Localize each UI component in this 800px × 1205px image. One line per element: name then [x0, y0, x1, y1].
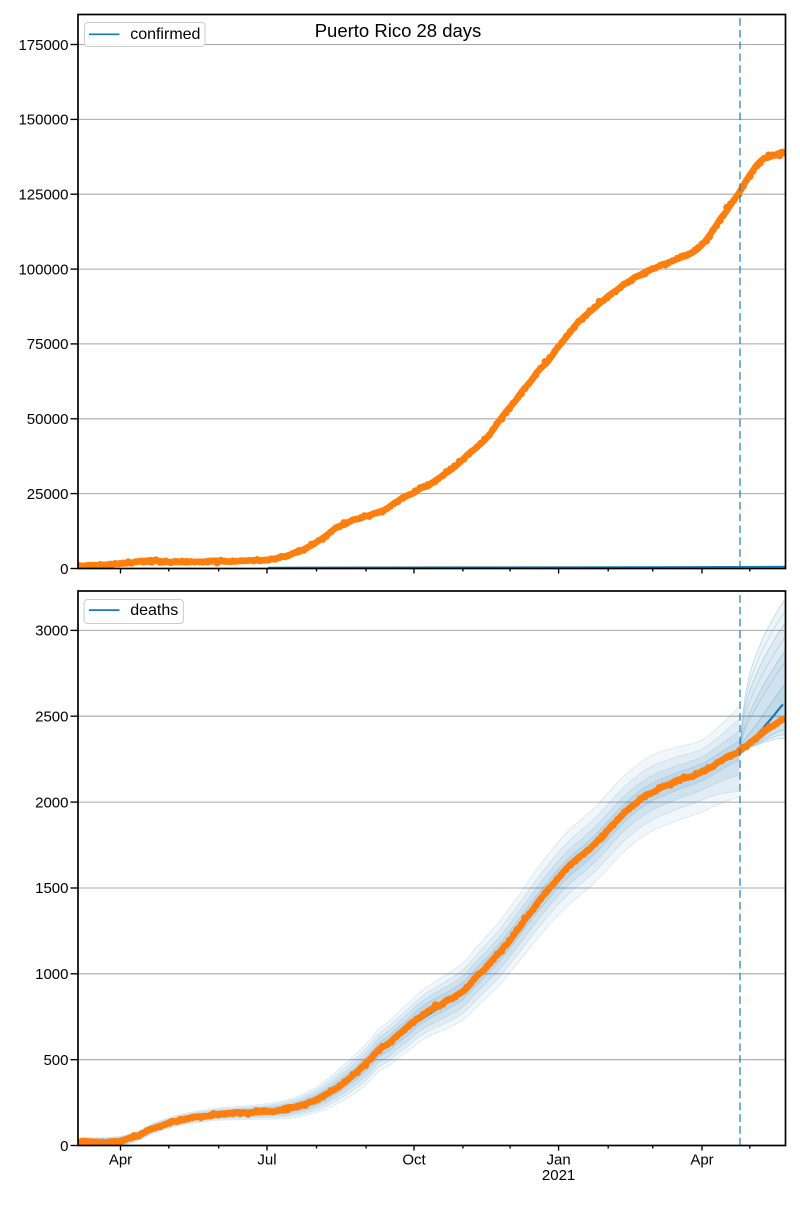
svg-text:150000: 150000 — [18, 112, 68, 129]
svg-text:100000: 100000 — [18, 261, 68, 278]
svg-text:2000: 2000 — [35, 794, 68, 811]
svg-text:25000: 25000 — [27, 486, 69, 503]
svg-text:Oct: Oct — [402, 1152, 426, 1169]
svg-text:Puerto Rico 28 days: Puerto Rico 28 days — [315, 20, 482, 41]
svg-text:175000: 175000 — [18, 37, 68, 54]
svg-text:1000: 1000 — [35, 966, 68, 983]
svg-text:1500: 1500 — [35, 880, 68, 897]
svg-text:50000: 50000 — [27, 411, 69, 428]
svg-text:0: 0 — [60, 561, 68, 578]
svg-text:0: 0 — [60, 1138, 68, 1155]
svg-text:2500: 2500 — [35, 709, 68, 726]
svg-text:Jan: Jan — [547, 1152, 571, 1169]
svg-text:3000: 3000 — [35, 623, 68, 640]
svg-text:125000: 125000 — [18, 187, 68, 204]
svg-text:Apr: Apr — [690, 1152, 713, 1169]
svg-text:500: 500 — [43, 1052, 68, 1069]
svg-text:confirmed: confirmed — [130, 26, 200, 43]
svg-text:Apr: Apr — [109, 1152, 132, 1169]
svg-text:deaths: deaths — [130, 602, 178, 619]
svg-text:75000: 75000 — [27, 336, 69, 353]
svg-text:2021: 2021 — [542, 1167, 575, 1184]
svg-text:Jul: Jul — [257, 1152, 276, 1169]
